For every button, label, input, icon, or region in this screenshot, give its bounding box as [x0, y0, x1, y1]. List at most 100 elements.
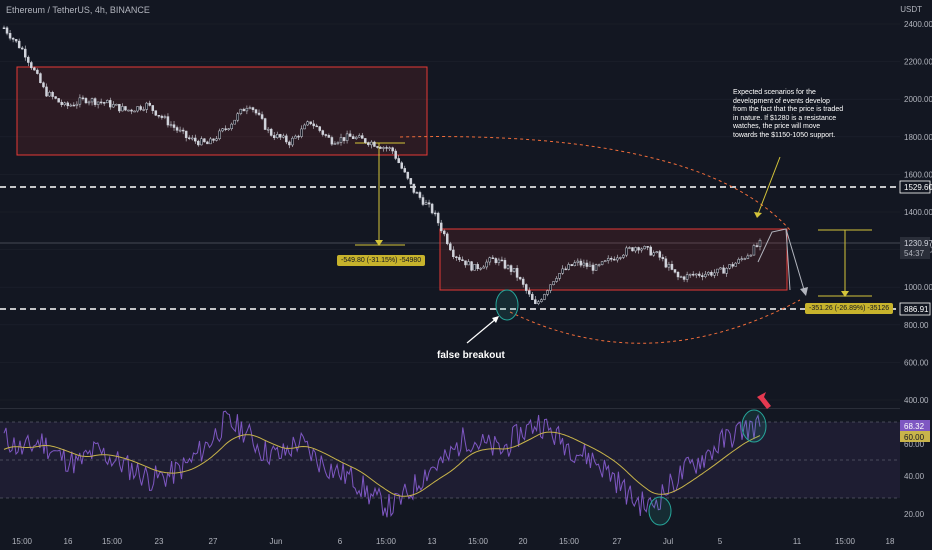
candle-body: [585, 262, 589, 267]
candle-body: [676, 272, 680, 278]
candle-body: [351, 136, 355, 139]
candle-body: [531, 293, 534, 300]
candle-body: [30, 62, 33, 69]
candle-body: [321, 130, 325, 135]
candle-body: [597, 264, 601, 266]
candle-body: [500, 259, 504, 262]
projection-arc-lower: [509, 299, 801, 344]
time-tick-label: Jul: [663, 537, 673, 546]
candle-body: [725, 268, 728, 274]
candle-body: [606, 258, 610, 261]
support-price-tag: 886.91: [904, 305, 929, 314]
candle-body: [154, 110, 158, 116]
candle-body: [555, 278, 558, 282]
candle-body: [96, 101, 100, 105]
candle-body: [266, 128, 270, 131]
drop-measure-2-badge[interactable]: -351.26 (-26.89%) -35126: [805, 303, 894, 314]
candle-body: [257, 112, 261, 115]
candle-body: [51, 91, 54, 97]
scenario-note[interactable]: Expected scenarios for the development o…: [733, 89, 844, 139]
false-breakout-label: false breakout: [437, 350, 505, 361]
candle-body: [172, 124, 176, 128]
candle-body: [470, 261, 473, 271]
time-tick-label: 15:00: [468, 537, 489, 546]
candle-body: [424, 202, 428, 205]
candle-body: [345, 133, 349, 141]
candle-body: [99, 101, 103, 104]
candle-body: [485, 261, 488, 268]
rsi-high-circle[interactable]: [741, 409, 767, 443]
time-axis-ticks: 15:00 16 15:00 23 27 Jun 6 15:00 13 15:00 20 15:00 2…: [12, 537, 895, 546]
candle-body: [464, 260, 467, 266]
price-tick-label: 400.00: [904, 396, 929, 405]
drop-measure-2[interactable]: [818, 229, 872, 297]
time-tick-label: 27: [209, 537, 218, 546]
candle-body: [248, 107, 252, 109]
candle-body: [11, 37, 15, 40]
candle-body: [209, 138, 212, 145]
rsi-low-circle[interactable]: [648, 496, 672, 526]
drop-measure-1[interactable]: [355, 142, 405, 246]
candle-body: [734, 262, 737, 267]
candle-body: [664, 258, 668, 268]
candle-body: [303, 124, 306, 130]
false-breakout-circle[interactable]: [495, 289, 519, 321]
drop-measure-1-badge[interactable]: -549.80 (-31.15%) -54980: [337, 255, 426, 266]
candle-body: [282, 135, 285, 138]
candle-body: [93, 98, 97, 105]
candle-body: [385, 147, 388, 149]
candle-body: [75, 103, 79, 106]
candle-body: [370, 141, 373, 146]
candle-body: [552, 281, 555, 285]
resistance-price-tag: 1529.60: [904, 183, 932, 192]
candle-body: [509, 265, 513, 272]
price-candles: [2, 25, 762, 306]
candle-body: [239, 108, 243, 114]
candle-body: [373, 141, 376, 147]
rsi-ma-tag-bg: [900, 431, 930, 442]
candle-body: [631, 247, 634, 252]
candle-body: [427, 202, 431, 205]
candle-body: [194, 137, 197, 142]
candle-body: [455, 256, 458, 259]
rsi-tick-label: 60.00: [904, 440, 925, 449]
candle-body: [461, 259, 464, 261]
time-tick-label: 15:00: [12, 537, 33, 546]
candle-body: [263, 118, 267, 130]
candle-body: [69, 104, 73, 107]
candle-body: [276, 134, 279, 138]
candle-body: [294, 135, 297, 139]
candle-body: [224, 128, 227, 130]
upper-range-box[interactable]: [16, 66, 428, 156]
candle-body: [297, 135, 300, 138]
candle-body: [181, 129, 185, 132]
candle-body: [175, 127, 179, 131]
candle-body: [561, 268, 564, 274]
candle-body: [42, 82, 45, 88]
candle-body: [546, 290, 549, 295]
candle-body: [27, 56, 30, 63]
candle-body: [570, 264, 574, 266]
rsi-line: [3, 410, 761, 518]
candle-body: [118, 103, 121, 112]
candle-body: [537, 301, 540, 304]
candle-body: [528, 290, 531, 295]
candle-body: [479, 267, 482, 270]
candle-body: [190, 137, 194, 140]
candle-body: [60, 101, 63, 105]
candle-body: [2, 27, 6, 30]
candle-body: [233, 119, 236, 125]
time-tick-label: 15:00: [559, 537, 580, 546]
candle-body: [367, 142, 370, 146]
time-tick-label: 16: [64, 537, 73, 546]
candle-body: [133, 110, 136, 113]
candle-body: [203, 138, 206, 143]
candle-body: [81, 97, 85, 100]
candle-body: [324, 134, 328, 136]
price-tick-label: 2200.00: [904, 58, 932, 67]
candle-body: [364, 138, 367, 143]
candle-body: [36, 69, 39, 74]
candle-body: [491, 257, 495, 259]
candle-body: [315, 125, 318, 128]
